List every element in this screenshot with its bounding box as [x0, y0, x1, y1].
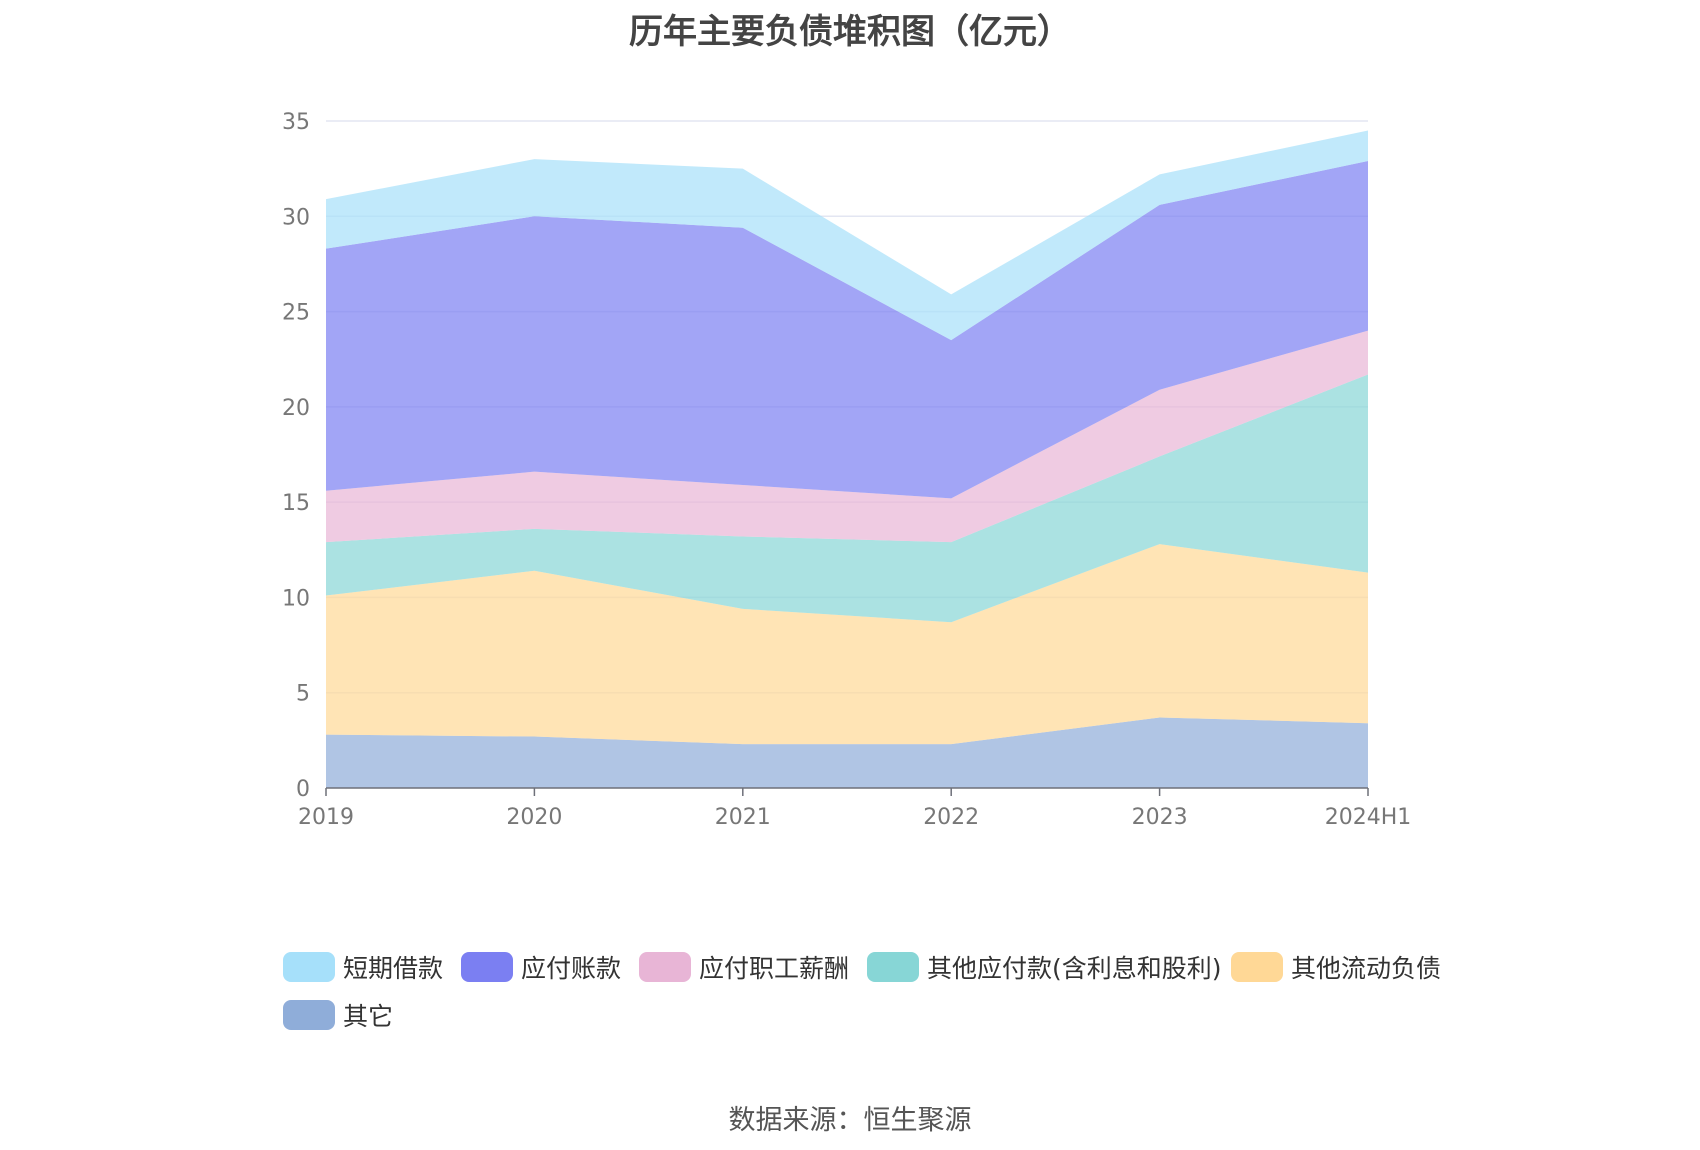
legend-label: 其他应付款(含利息和股利) [927, 954, 1222, 983]
x-tick-label: 2021 [715, 805, 771, 830]
legend-item[interactable]: 应付职工薪酬 [639, 950, 849, 984]
y-tick-label: 0 [296, 777, 310, 802]
y-tick-label: 30 [282, 205, 310, 230]
legend-label: 其它 [343, 1002, 394, 1031]
legend-label: 其他流动负债 [1291, 954, 1442, 983]
y-tick-label: 35 [282, 110, 310, 135]
legend-swatch [1231, 952, 1283, 982]
legend-swatch [867, 952, 919, 982]
area-series-4 [326, 161, 1368, 499]
legend-swatch [639, 952, 691, 982]
area-series-3 [326, 330, 1368, 543]
x-tick-label: 2019 [298, 805, 354, 830]
x-tick-label: 2024H1 [1325, 805, 1412, 830]
legend-swatch [283, 952, 335, 982]
area-series-2 [326, 374, 1368, 623]
legend-item[interactable]: 短期借款 [283, 950, 443, 984]
chart-title: 历年主要负债堆积图（亿元） [629, 12, 1071, 52]
x-tick-label: 2022 [923, 805, 979, 830]
legend-swatch [461, 952, 513, 982]
y-tick-label: 20 [282, 396, 310, 421]
legend-item[interactable]: 应付账款 [461, 950, 621, 984]
data-source: 数据来源：恒生聚源 [728, 1105, 972, 1136]
legend-swatch [283, 1000, 335, 1030]
y-tick-label: 15 [282, 491, 310, 516]
legend-label: 应付账款 [521, 954, 622, 983]
area-series-5 [326, 130, 1368, 341]
legend-label: 应付职工薪酬 [699, 954, 850, 983]
area-series-0 [326, 717, 1368, 788]
area-series [326, 130, 1368, 788]
x-tick-label: 2020 [506, 805, 562, 830]
y-tick-label: 10 [282, 586, 310, 611]
legend-label: 短期借款 [343, 954, 444, 983]
y-tick-label: 5 [296, 682, 310, 707]
area-series-1 [326, 544, 1368, 745]
chart-plot: 0 5 10 15 20 25 30 35 2019 2020 2021 2022 2023 2024H1 [282, 110, 1411, 830]
legend-item[interactable]: 其它 [283, 998, 393, 1032]
legend-item[interactable]: 其他流动负债 [1231, 950, 1441, 984]
y-tick-label: 25 [282, 301, 310, 326]
x-tick-label: 2023 [1132, 805, 1188, 830]
legend-item[interactable]: 其他应付款(含利息和股利) [867, 950, 1222, 984]
axes: 0 5 10 15 20 25 30 35 2019 2020 2021 2022 2023 2024H1 [282, 110, 1411, 830]
